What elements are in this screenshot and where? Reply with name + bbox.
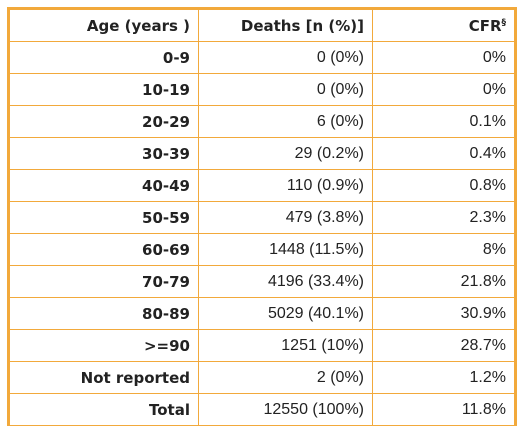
table-row: Not reported 2 (0%) 1.2% [9,361,515,394]
table-row: 50-59 479 (3.8%) 2.3% [9,201,515,234]
row-cfr: 1.2% [372,361,515,394]
row-age: Total [9,393,199,426]
row-age: 20-29 [9,105,199,138]
row-cfr: 11.8% [372,393,515,426]
row-age: Not reported [9,361,199,394]
row-cfr: 28.7% [372,329,515,362]
table-row: 70-79 4196 (33.4%) 21.8% [9,265,515,298]
header-cfr-label: CFR [468,16,502,35]
row-deaths: 0 (0%) [198,41,373,74]
row-cfr: 0.8% [372,169,515,202]
header-cfr-footnote-mark: § [501,17,507,28]
table-row: 0-9 0 (0%) 0% [9,41,515,74]
row-cfr: 0.1% [372,105,515,138]
row-deaths: 1448 (11.5%) [198,233,373,266]
row-deaths: 2 (0%) [198,361,373,394]
row-age: 10-19 [9,73,199,106]
table-row: 30-39 29 (0.2%) 0.4% [9,137,515,170]
row-cfr: 0% [372,41,515,74]
row-age: 70-79 [9,265,199,298]
table-row: 60-69 1448 (11.5%) 8% [9,233,515,266]
row-cfr: 2.3% [372,201,515,234]
row-age: 40-49 [9,169,199,202]
cfr-by-age-table: Age (years ) Deaths [n (%)] CFR§ 0-9 0 (… [9,9,515,426]
table-header-row: Age (years ) Deaths [n (%)] CFR§ [9,9,515,42]
row-deaths: 110 (0.9%) [198,169,373,202]
header-age: Age (years ) [9,9,199,42]
row-age: 50-59 [9,201,199,234]
table-row: >=90 1251 (10%) 28.7% [9,329,515,362]
table-row: 20-29 6 (0%) 0.1% [9,105,515,138]
row-cfr: 21.8% [372,265,515,298]
row-deaths: 29 (0.2%) [198,137,373,170]
row-deaths: 4196 (33.4%) [198,265,373,298]
table-row: 10-19 0 (0%) 0% [9,73,515,106]
row-deaths: 12550 (100%) [198,393,373,426]
row-deaths: 479 (3.8%) [198,201,373,234]
row-deaths: 0 (0%) [198,73,373,106]
row-cfr: 0% [372,73,515,106]
row-age: 0-9 [9,41,199,74]
row-deaths: 1251 (10%) [198,329,373,362]
table-row: 40-49 110 (0.9%) 0.8% [9,169,515,202]
row-cfr: 30.9% [372,297,515,330]
row-deaths: 5029 (40.1%) [198,297,373,330]
row-age: 30-39 [9,137,199,170]
row-age: >=90 [9,329,199,362]
header-cfr: CFR§ [372,9,515,42]
table-row-total: Total 12550 (100%) 11.8% [9,393,515,426]
table-row: 80-89 5029 (40.1%) 30.9% [9,297,515,330]
row-age: 80-89 [9,297,199,330]
cfr-table-container: Age (years ) Deaths [n (%)] CFR§ 0-9 0 (… [7,7,517,426]
header-deaths: Deaths [n (%)] [198,9,373,42]
row-deaths: 6 (0%) [198,105,373,138]
row-age: 60-69 [9,233,199,266]
row-cfr: 8% [372,233,515,266]
row-cfr: 0.4% [372,137,515,170]
